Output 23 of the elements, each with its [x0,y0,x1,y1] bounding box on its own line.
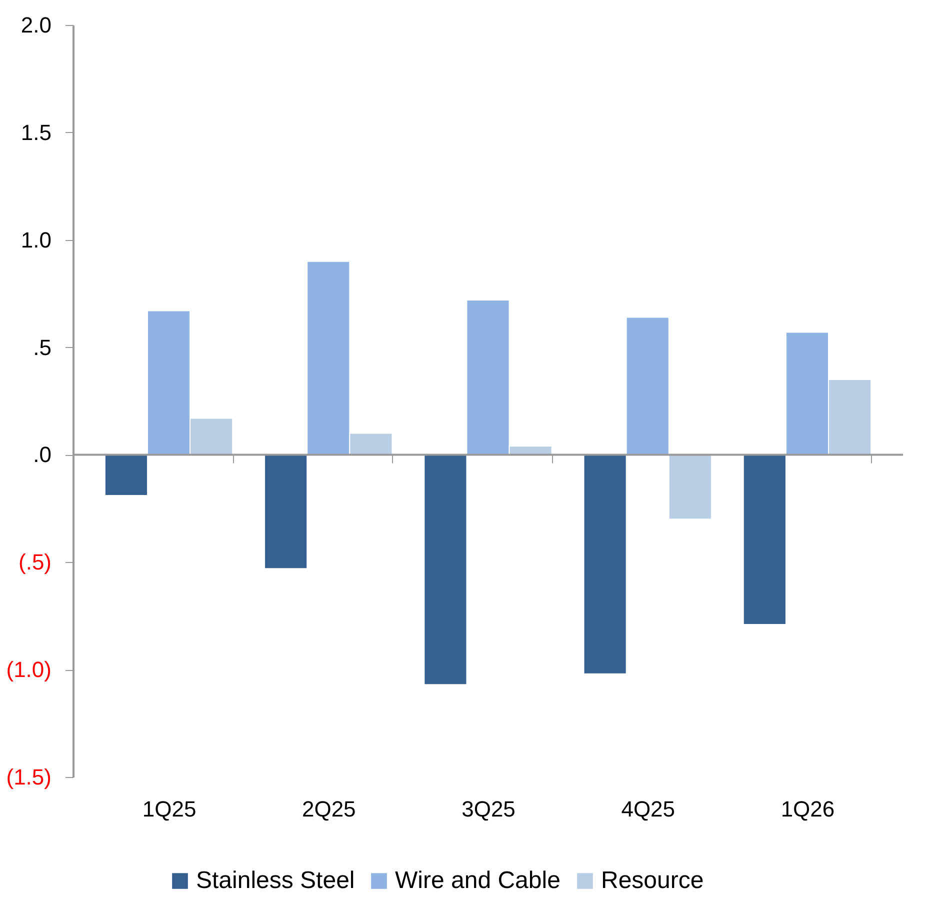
bar [626,316,670,456]
legend-label: Stainless Steel [196,867,355,894]
x-tick-label: 1Q25 [142,796,196,822]
y-tick-label: .5 [33,334,52,360]
x-tick-label: 4Q25 [621,796,676,822]
legend-label: Resource [601,867,704,894]
x-tick-label: 2Q25 [302,796,356,822]
bar [424,454,468,686]
bar [668,454,712,520]
bar [264,454,308,570]
y-tick-label: (1.0) [6,657,52,682]
y-tick-label: (1.5) [6,764,52,790]
y-tick-label: 1.5 [20,120,52,145]
y-tick-label: .0 [33,442,52,468]
legend-label: Wire and Cable [395,867,560,894]
bar [742,454,786,625]
y-tick-label: 1.0 [20,227,52,252]
bar [583,454,627,674]
bar [104,454,148,496]
y-tick-label: (.5) [18,550,52,575]
y-tick-label: 2.0 [20,12,52,38]
x-tick-label: 1Q26 [780,796,835,822]
x-tick-label: 3Q25 [462,796,516,822]
